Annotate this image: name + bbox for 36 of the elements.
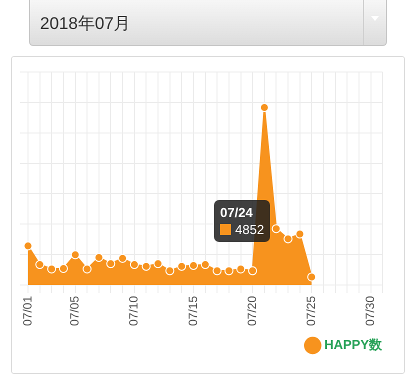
x-tick-label: 07/01 — [20, 296, 34, 326]
point — [130, 260, 139, 270]
point — [284, 234, 293, 244]
point — [106, 259, 116, 268]
point — [35, 260, 44, 270]
chart-title: 2018年07月 — [40, 13, 131, 35]
point — [70, 250, 80, 260]
x-tick-label: 07/15 — [186, 296, 200, 326]
x-tick-label: 07/10 — [126, 296, 141, 326]
x-tick-label: 07/25 — [304, 296, 318, 326]
legend-label: HAPPY数 — [324, 337, 383, 352]
x-tick-label: 07/05 — [68, 296, 82, 326]
point — [248, 266, 258, 276]
annotation: 4852 — [235, 222, 264, 237]
point — [200, 260, 210, 270]
point — [82, 264, 92, 274]
point — [47, 264, 56, 274]
point — [142, 262, 151, 271]
point — [177, 262, 186, 271]
point — [188, 260, 198, 270]
point — [212, 266, 222, 276]
point — [307, 272, 316, 282]
x-tick-label: 07/30 — [363, 296, 378, 326]
point — [260, 102, 269, 112]
point — [24, 241, 32, 250]
point — [165, 266, 174, 276]
point — [272, 224, 281, 234]
x-tick-label: 07/20 — [244, 296, 259, 326]
point — [118, 254, 128, 263]
point — [58, 264, 68, 273]
point — [295, 230, 304, 239]
annotation: 07/24 — [220, 204, 254, 221]
point — [224, 266, 234, 276]
point — [154, 259, 163, 268]
point — [94, 252, 104, 262]
point — [236, 264, 246, 274]
